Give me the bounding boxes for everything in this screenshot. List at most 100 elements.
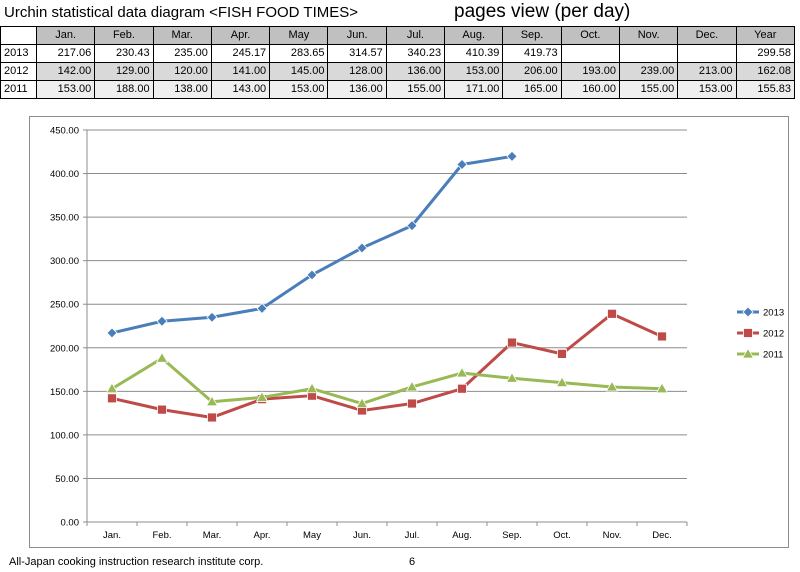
row-year: 2011 [0, 80, 37, 99]
data-point-2013 [306, 269, 318, 281]
table-cell: 217.06 [35, 44, 96, 63]
column-header: Oct. [560, 26, 620, 45]
table-cell: 188.00 [94, 80, 154, 99]
chart-area: 0.00 50.00 100.00 150.00 200.00 250.00 300.00 3… [29, 116, 789, 548]
table-cell: 162.08 [735, 62, 796, 81]
column-header: Apr. [210, 26, 271, 45]
table-cell: 120.00 [152, 62, 212, 81]
x-tick-label: Jul. [405, 530, 420, 541]
table-cell: 171.00 [444, 80, 504, 99]
x-tick-label: Jun. [353, 530, 371, 541]
table-cell: 340.23 [385, 44, 446, 63]
x-tick-label: Dec. [652, 530, 672, 541]
stats-table: Jan. Feb. Mar. Apr. May Jun. Jul. Aug. S… [0, 26, 796, 99]
table-cell: 153.00 [35, 80, 96, 99]
table-cell: 410.39 [444, 44, 504, 63]
column-header: Aug. [444, 26, 504, 45]
data-point-2012 [507, 337, 517, 348]
row-year: 2013 [0, 44, 37, 63]
table-cell: 129.00 [94, 62, 154, 81]
x-tick-label: Aug. [452, 530, 472, 541]
legend-marker-2012 [743, 328, 753, 338]
column-header: Jul. [385, 26, 446, 45]
data-point-2012 [207, 412, 217, 423]
data-point-2011 [205, 395, 219, 407]
title-row: Urchin statistical data diagram <FISH FO… [0, 0, 800, 26]
y-tick-label: 100.00 [50, 430, 79, 441]
y-tick-label: 450.00 [50, 126, 79, 137]
column-header: Feb. [94, 26, 154, 45]
table-cell: 128.00 [327, 62, 387, 81]
column-header: Jun. [327, 26, 387, 45]
y-tick-label: 150.00 [50, 387, 79, 398]
series-line-2011 [111, 356, 663, 406]
column-header: Dec. [677, 26, 737, 45]
data-point-2012 [607, 308, 617, 319]
column-header: Sep. [502, 26, 562, 45]
data-point-2011 [405, 380, 419, 392]
data-point-2012 [657, 331, 667, 342]
data-point-2011 [605, 380, 619, 392]
page-number: 6 [409, 556, 416, 568]
table-cell: 206.00 [502, 62, 562, 81]
table-cell: 419.73 [502, 44, 562, 63]
data-point-2011 [105, 382, 119, 394]
x-tick-label: Feb. [152, 530, 171, 541]
table-cell: 213.00 [677, 62, 737, 81]
data-point-2013 [256, 302, 268, 314]
page-subtitle: pages view (per day) [454, 1, 631, 22]
table-cell: 230.43 [94, 44, 154, 63]
x-tick-label: May [303, 530, 321, 541]
column-header: Nov. [618, 26, 679, 45]
data-point-2012 [557, 348, 567, 359]
column-header: Mar. [152, 26, 212, 45]
x-tick-label: Nov. [603, 530, 622, 541]
row-year: 2012 [0, 62, 37, 81]
data-point-2012 [157, 404, 167, 415]
data-point-2011 [505, 371, 519, 383]
column-header: Jan. [35, 26, 96, 45]
table-cell: 155.83 [735, 80, 796, 99]
page-title: Urchin statistical data diagram <FISH FO… [4, 4, 359, 21]
data-point-2011 [455, 366, 469, 378]
table-header-row: Jan. Feb. Mar. Apr. May Jun. Jul. Aug. S… [0, 26, 796, 45]
data-point-2011 [555, 376, 569, 388]
legend-label-2013: 2013 [763, 308, 784, 319]
y-tick-label: 350.00 [50, 213, 79, 224]
data-point-2013 [106, 327, 118, 339]
table-cell: 153.00 [677, 80, 737, 99]
data-point-2013 [406, 220, 418, 232]
table-cell: 235.00 [152, 44, 212, 63]
data-point-2012 [457, 383, 467, 394]
y-tick-label: 50.00 [55, 474, 79, 485]
legend-label-2011: 2011 [763, 350, 783, 361]
series-line-2013 [111, 154, 513, 335]
data-point-2013 [456, 158, 468, 171]
table-row: 2013 217.06 230.43 235.00 245.17 283.65 … [0, 44, 796, 63]
table-cell: 160.00 [560, 80, 620, 99]
legend-marker-2011 [741, 347, 755, 359]
y-tick-label: 400.00 [50, 169, 79, 180]
table-cell: 245.17 [210, 44, 271, 63]
data-point-2011 [355, 397, 369, 408]
data-point-2013 [156, 315, 168, 327]
data-point-2011 [655, 382, 669, 394]
table-cell: 136.00 [327, 80, 387, 99]
table-cell: 314.57 [327, 44, 387, 63]
legend-marker-2013 [742, 306, 754, 318]
data-point-2013 [506, 150, 518, 162]
data-point-2013 [356, 242, 368, 254]
table-cell: 299.58 [735, 44, 796, 63]
x-tick-label: Mar. [203, 530, 221, 541]
table-cell: 193.00 [560, 62, 620, 81]
table-cell: 142.00 [35, 62, 96, 81]
data-point-2011 [305, 382, 319, 394]
table-cell: 155.00 [385, 80, 446, 99]
line-chart: 0.00 50.00 100.00 150.00 200.00 250.00 300.00 3… [50, 126, 784, 542]
table-row: 2012 142.00 129.00 120.00 141.00 145.00 … [0, 62, 796, 81]
table-cell: 153.00 [269, 80, 329, 99]
table-cell [677, 44, 737, 63]
table-cell: 136.00 [385, 62, 446, 81]
table-cell: 143.00 [210, 80, 271, 99]
table-cell: 145.00 [269, 62, 329, 81]
